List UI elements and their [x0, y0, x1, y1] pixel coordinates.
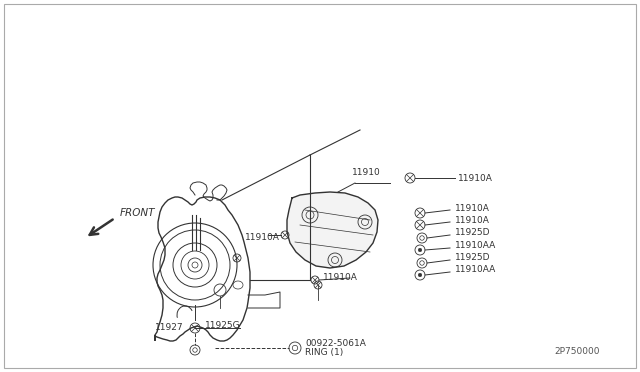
- Text: 11910A: 11910A: [323, 273, 358, 282]
- Text: 11910: 11910: [352, 167, 381, 176]
- Polygon shape: [287, 192, 378, 268]
- Text: 2P750000: 2P750000: [554, 347, 600, 356]
- Text: 00922-5061A: 00922-5061A: [305, 340, 366, 349]
- Text: 11910AA: 11910AA: [455, 266, 496, 275]
- Text: 11927: 11927: [155, 324, 184, 333]
- Text: 11925D: 11925D: [455, 253, 490, 262]
- Text: 11910A: 11910A: [458, 173, 493, 183]
- Text: FRONT: FRONT: [120, 208, 156, 218]
- Text: 11925G: 11925G: [205, 321, 241, 330]
- Text: RING (1): RING (1): [305, 349, 343, 357]
- Text: 11910A: 11910A: [245, 232, 280, 241]
- Text: 11910A: 11910A: [455, 215, 490, 224]
- Circle shape: [419, 248, 422, 252]
- Text: 11925D: 11925D: [455, 228, 490, 237]
- Circle shape: [419, 273, 422, 277]
- Text: 11910A: 11910A: [455, 203, 490, 212]
- Text: 11910AA: 11910AA: [455, 241, 496, 250]
